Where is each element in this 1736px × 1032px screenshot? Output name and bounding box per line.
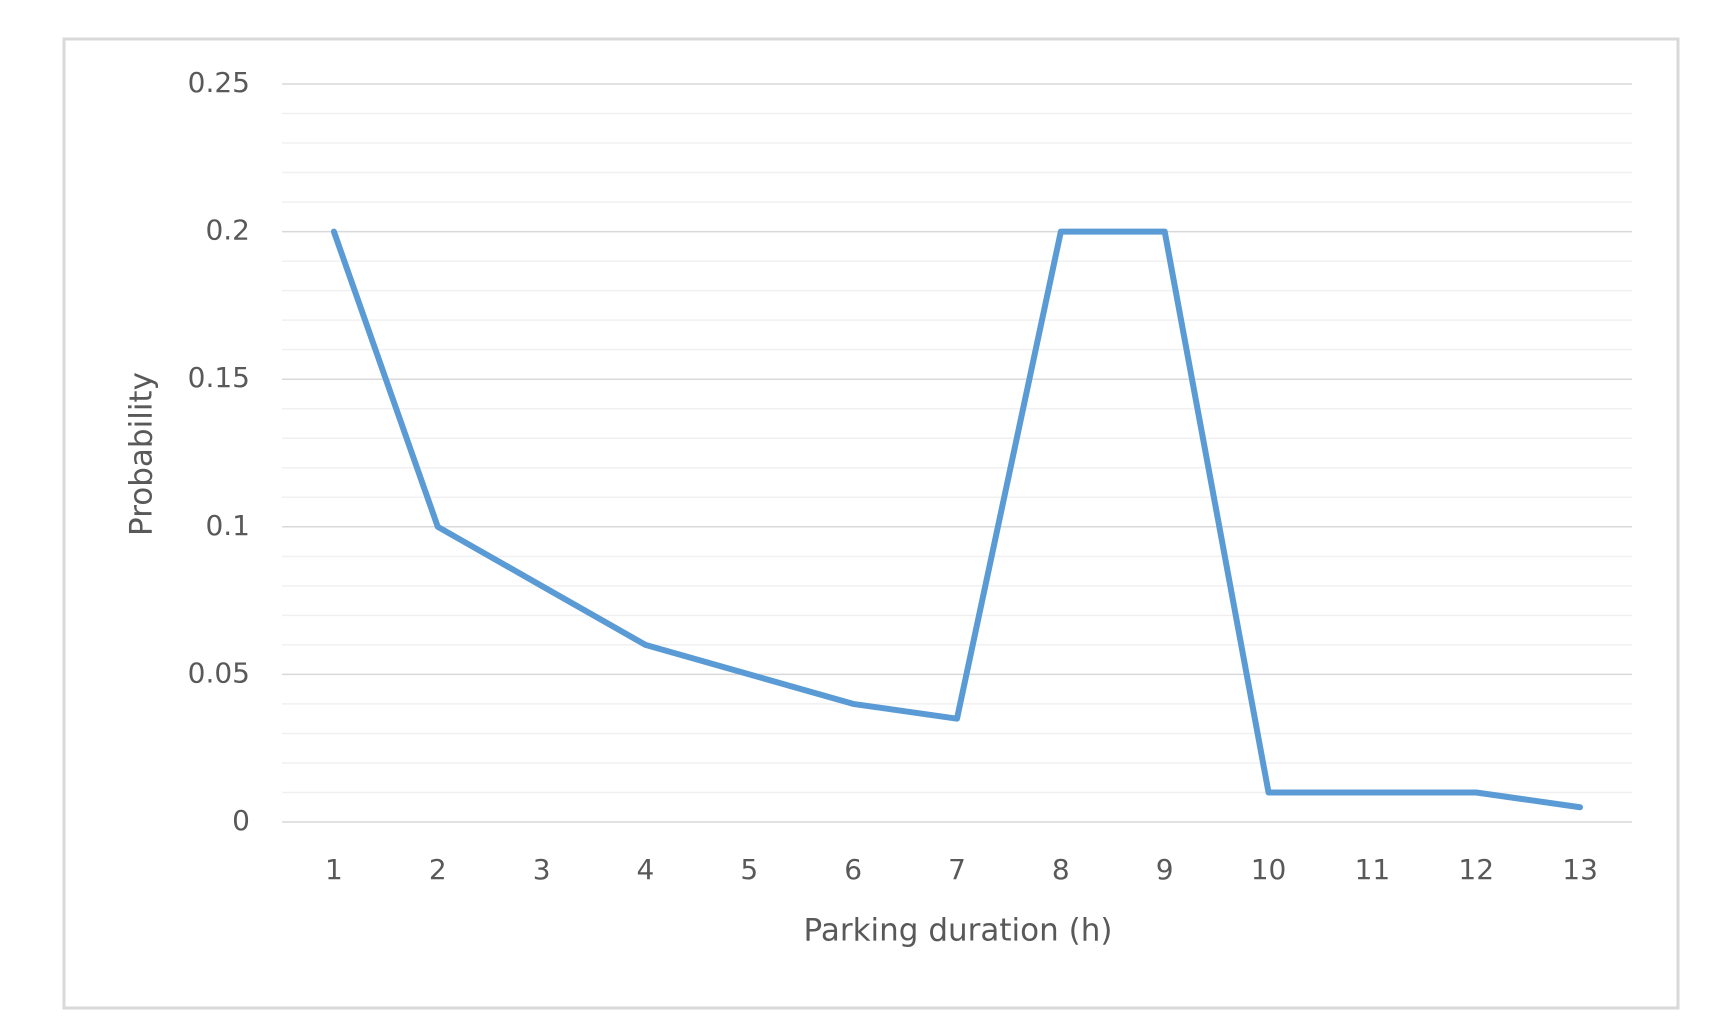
x-tick-label: 3 xyxy=(533,853,551,886)
x-tick-label: 9 xyxy=(1156,853,1174,886)
x-tick-label: 2 xyxy=(429,853,447,886)
x-tick-label: 5 xyxy=(740,853,758,886)
x-tick-label: 4 xyxy=(637,853,655,886)
chart-frame xyxy=(62,37,1680,1010)
x-tick-label: 6 xyxy=(844,853,862,886)
y-tick-label: 0.05 xyxy=(188,656,250,689)
x-axis-label: Parking duration (h) xyxy=(804,913,1113,949)
line-series xyxy=(330,228,1584,811)
x-tick-label: 8 xyxy=(1052,853,1070,886)
y-axis-label: Probability xyxy=(124,372,160,536)
y-tick-label: 0.2 xyxy=(205,214,250,247)
x-tick-label: 13 xyxy=(1562,853,1598,886)
y-tick-label: 0 xyxy=(232,804,250,837)
x-tick-label: 10 xyxy=(1251,853,1287,886)
y-tick-label: 0.25 xyxy=(188,66,250,99)
x-tick-label: 1 xyxy=(325,853,343,886)
x-tick-label: 7 xyxy=(948,853,966,886)
y-tick-label: 0.15 xyxy=(188,361,250,394)
x-tick-label: 12 xyxy=(1458,853,1494,886)
y-tick-label: 0.1 xyxy=(205,509,250,542)
x-tick-label: 11 xyxy=(1355,853,1391,886)
